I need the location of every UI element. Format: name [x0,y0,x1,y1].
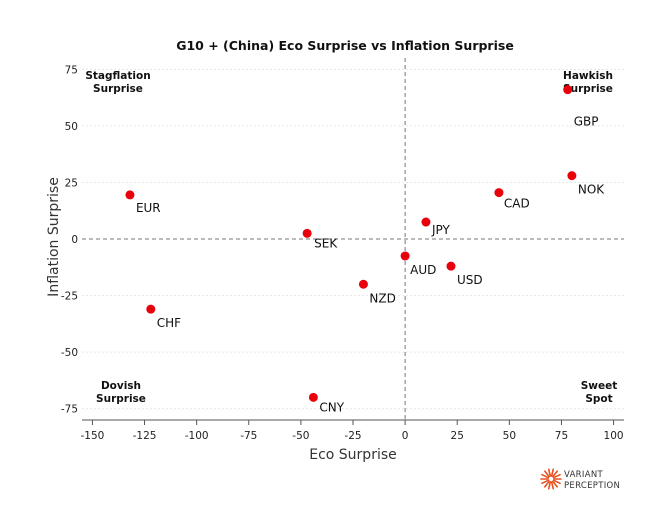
data-point-aud [400,251,410,261]
data-point-nzd [358,279,368,289]
logo-ray [552,480,559,488]
y-tick-label: -75 [61,404,78,416]
x-tick-label: -25 [344,430,361,442]
y-axis-label: Inflation Surprise [46,177,62,297]
y-tick-label: 0 [71,234,78,246]
y-tick-label: -25 [61,291,78,303]
y-tick-label: -50 [61,347,78,359]
data-point-sek [302,228,312,238]
logo-ray [550,481,555,490]
logo-ray [547,468,552,477]
grid [82,68,624,410]
axes: -75 -50 -25 0 25 50 75 -150 -125 -100 -75 -50 -25 0 25… [61,58,624,442]
logo-ray [552,479,561,485]
data-label-sek: SEK [314,236,338,250]
logo-ray [550,468,555,477]
data-point-eur [125,190,135,200]
x-tick-label: 50 [503,430,516,442]
quadrant-label-bottom-left: Dovish [101,380,141,392]
data-label-usd: USD [457,273,483,287]
logo-ray [541,473,550,479]
x-tick-label: 0 [402,430,409,442]
quadrant-label-top-right: Hawkish [563,70,613,82]
data-point-usd [446,261,456,271]
quadrant-label-bottom-left-line2: Surprise [96,393,146,405]
x-tick-label: -150 [81,430,105,442]
logo-line1: VARIANT [564,470,603,480]
y-tick-label: 25 [65,177,78,189]
data-point-cad [494,188,504,198]
quadrant-label-top-left-line2: Surprise [93,83,143,95]
data-label-eur: EUR [136,201,161,215]
quadrant-labels: StagflationSurpriseHawkishSurpriseDovish… [85,70,617,405]
quadrant-label-top-left: Stagflation [85,70,150,82]
logo-line2: PERCEPTION [564,481,620,491]
data-point-gbp [563,85,573,95]
x-tick-label: 75 [555,430,568,442]
logo-ray [547,481,552,490]
x-tick-label: 25 [451,430,464,442]
logo-ray [541,479,550,485]
quadrant-label-bottom-right-line2: Spot [585,393,612,405]
data-points: EUR CHF SEK NZD CNY AUD JPY USD CAD NOK GBP [125,85,605,414]
y-tick-label: 50 [65,121,78,133]
data-label-cad: CAD [504,197,530,211]
data-label-nok: NOK [578,183,605,197]
data-point-cny [308,392,318,402]
logo-ray [543,480,550,488]
data-label-cny: CNY [319,400,344,414]
chart-title: G10 + (China) Eco Surprise vs Inflation … [176,38,514,53]
x-axis-label: Eco Surprise [309,447,397,463]
logo-ray [552,473,561,479]
data-point-nok [567,171,577,181]
x-tick-label: -75 [240,430,257,442]
x-tick-label: 100 [604,430,624,442]
logo-ray [552,470,559,478]
data-label-aud: AUD [410,263,436,277]
data-label-chf: CHF [157,316,181,330]
x-tick-label: -100 [185,430,209,442]
sunburst-logo-icon [540,468,562,490]
data-label-jpy: JPY [431,223,451,237]
x-tick-label: -50 [292,430,309,442]
data-label-nzd: NZD [369,291,395,305]
logo-ray [543,470,550,478]
data-point-jpy [421,217,431,227]
y-tick-label: 75 [65,64,78,76]
quadrant-label-bottom-right: Sweet [581,380,618,392]
data-point-chf [146,304,156,314]
x-tick-label: -125 [133,430,157,442]
variant-perception-logo: VARIANT PERCEPTION [540,468,620,491]
data-label-gbp: GBP [574,115,599,129]
quadrant-label-top-right-line2: Surprise [563,83,613,95]
